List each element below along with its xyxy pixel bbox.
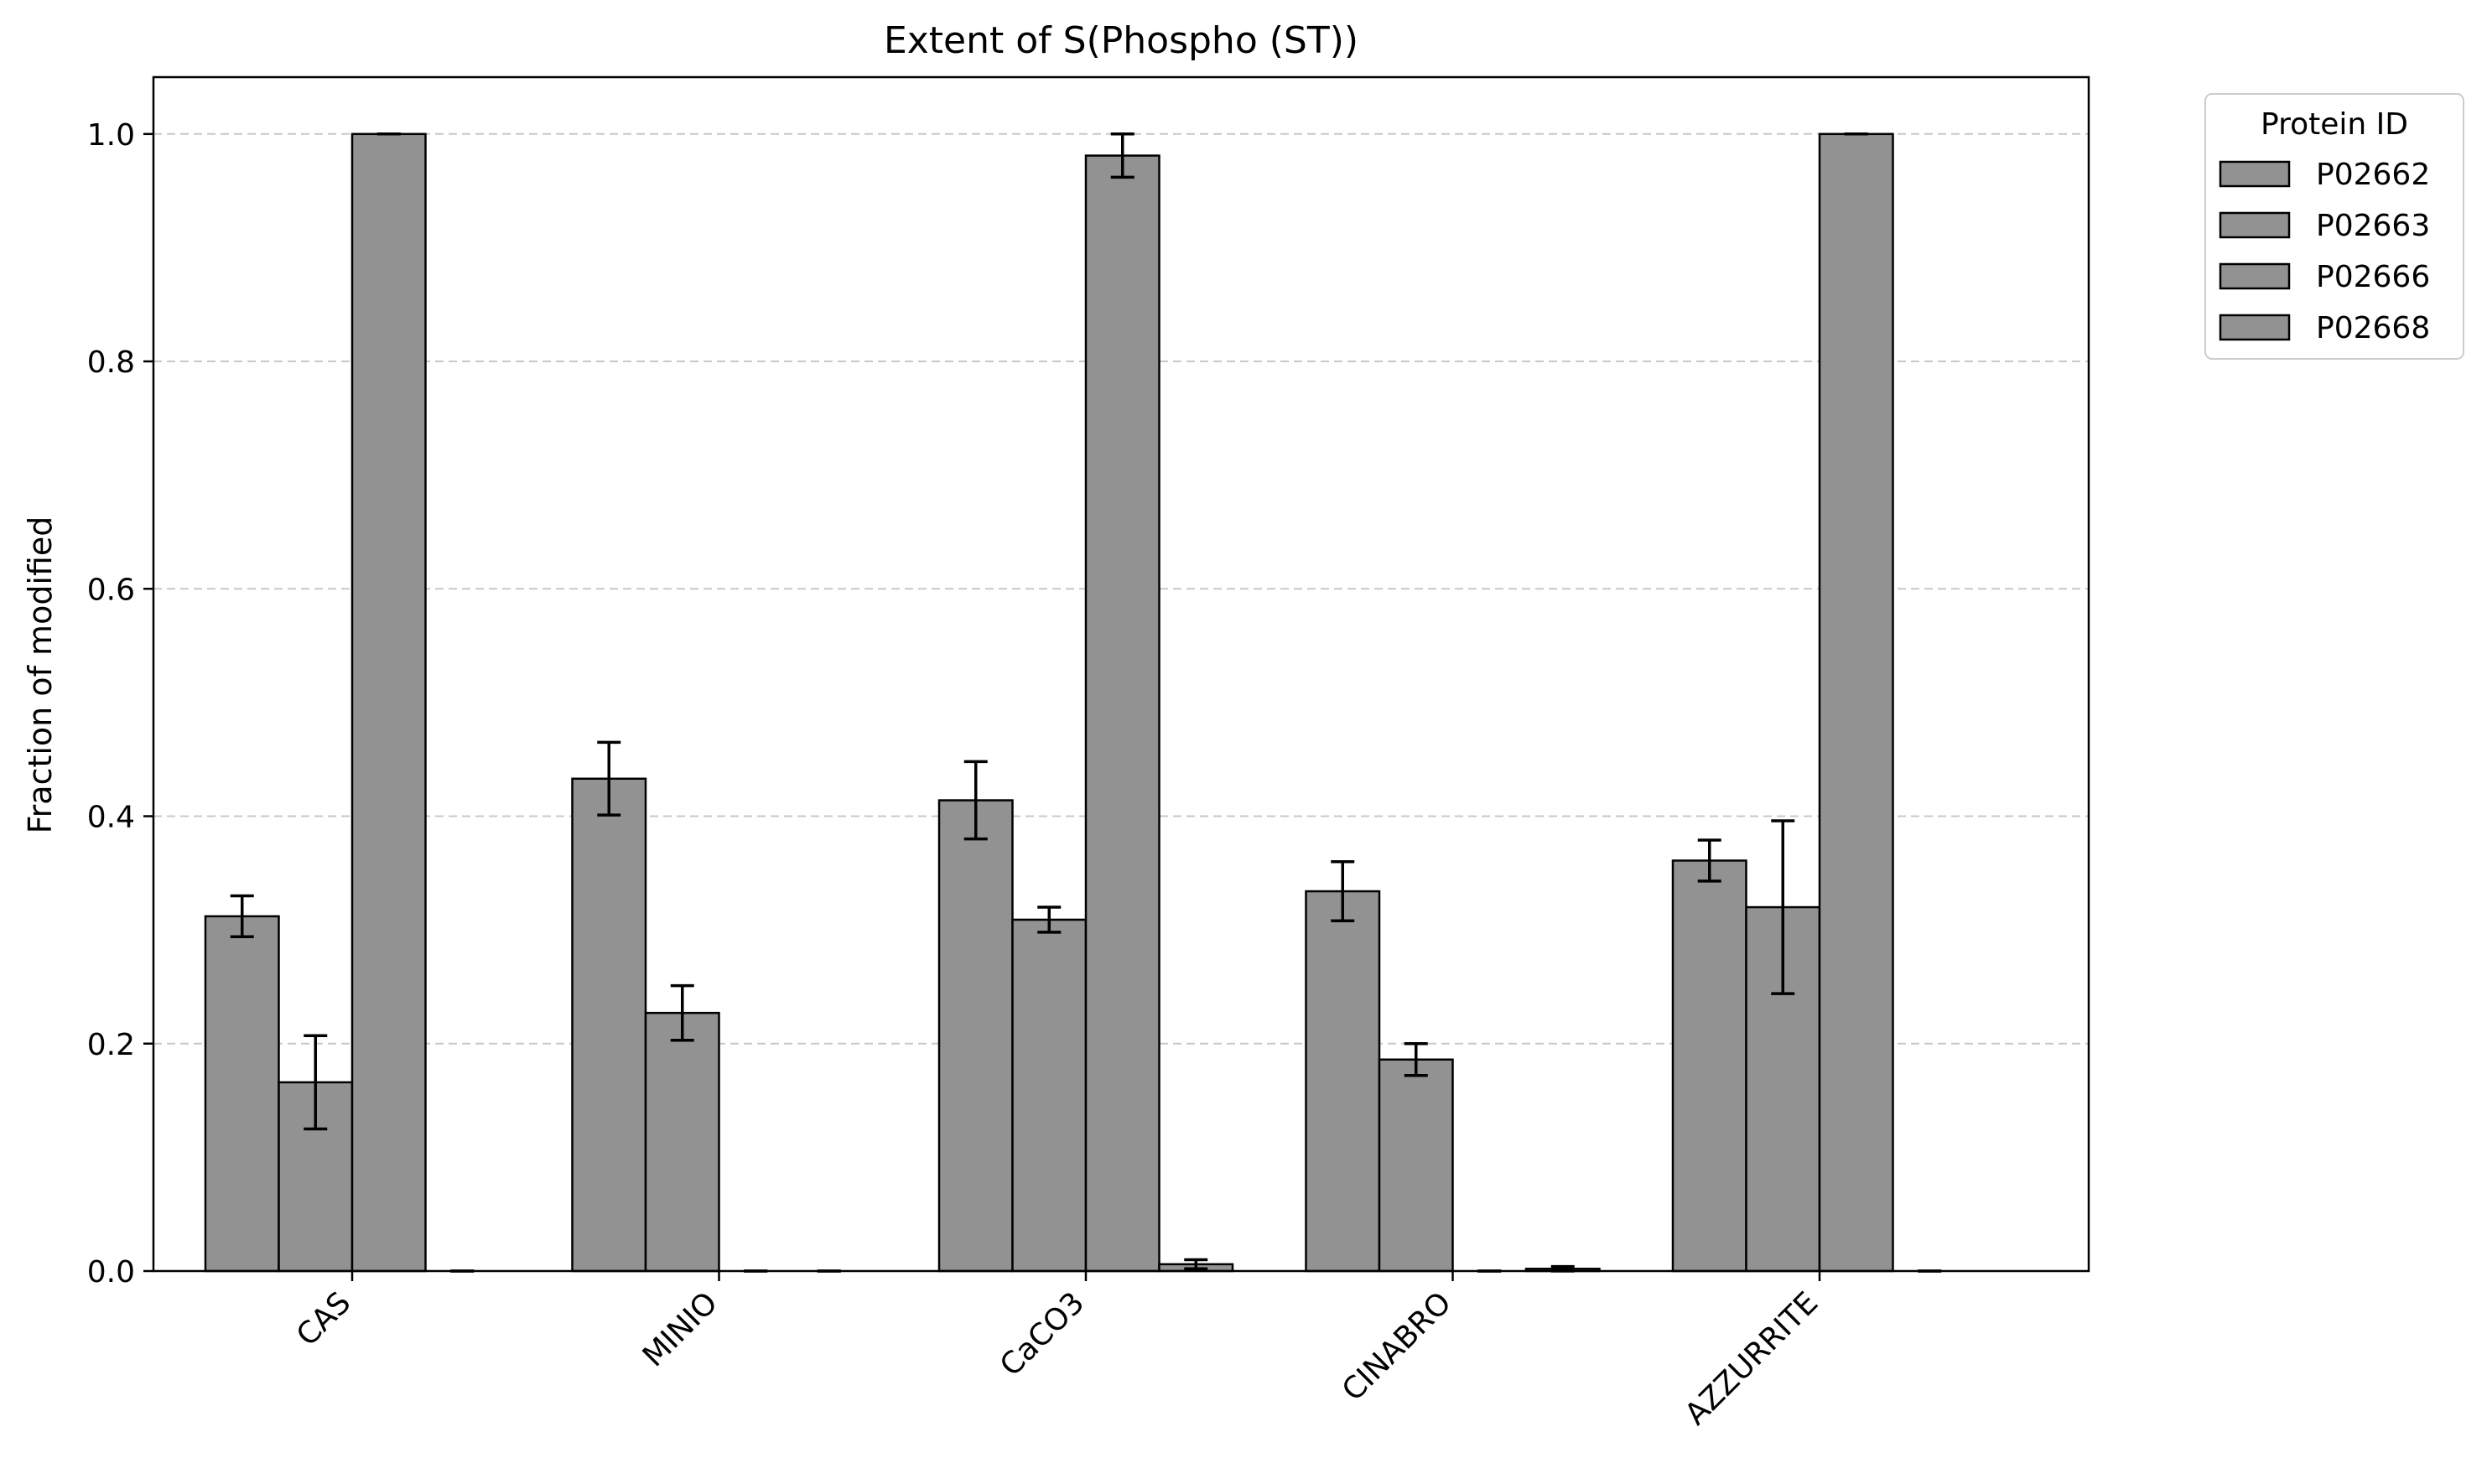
y-tick-label: 0.8 [87, 345, 135, 380]
bar-P02662-CINABRO [1305, 890, 1381, 1273]
legend-entry-label: P02668 [2316, 311, 2430, 345]
legend-entry-label: P02662 [2316, 158, 2430, 192]
bars [204, 132, 1942, 1273]
legend-title: Protein ID [2261, 107, 2408, 142]
x-tick-label: AZZURRITE [1679, 1285, 1825, 1431]
x-tick-label: CaCO3 [994, 1285, 1091, 1383]
bar-P02662-CaCO3 [937, 799, 1014, 1273]
plot-frame [152, 75, 2090, 1273]
x-tick-label: MINIO [636, 1285, 724, 1373]
y-tick-label: 0.4 [87, 801, 135, 835]
chart-title: Extent of S(Phospho (ST)) [884, 19, 1358, 62]
legend-entry-label: P02666 [2316, 260, 2430, 294]
bar-P02663-MINIO [644, 1011, 720, 1273]
legend-swatch [2219, 262, 2291, 290]
legend-swatch [2219, 314, 2291, 341]
y-tick-label: 0.6 [87, 573, 135, 607]
x-tick-label: CAS [290, 1285, 357, 1352]
bar-P02662-CAS [204, 915, 280, 1273]
bar-P02666-CAS [350, 132, 427, 1273]
bar-P02666-CaCO3 [1084, 154, 1160, 1273]
legend-frame [2204, 93, 2464, 360]
bar-P02662-AZZURRITE [1671, 859, 1747, 1273]
legend-swatch [2219, 211, 2291, 239]
legend-entry-label: P02663 [2316, 209, 2430, 243]
y-tick-label: 0.2 [87, 1028, 135, 1062]
y-tick-label: 0.0 [87, 1255, 135, 1289]
bar-P02663-CaCO3 [1011, 918, 1088, 1273]
legend: Protein ID P02662 P02663 P02666 P02668 [2204, 93, 2464, 360]
bar-P02662-MINIO [571, 777, 647, 1273]
legend-swatch [2219, 160, 2291, 188]
bar-P02663-CINABRO [1378, 1058, 1454, 1273]
x-tick-label: CINABRO [1336, 1285, 1458, 1408]
bar-P02666-AZZURRITE [1818, 132, 1894, 1273]
y-tick-label: 1.0 [87, 118, 135, 153]
y-axis-label: Fraction of modified [22, 516, 59, 834]
